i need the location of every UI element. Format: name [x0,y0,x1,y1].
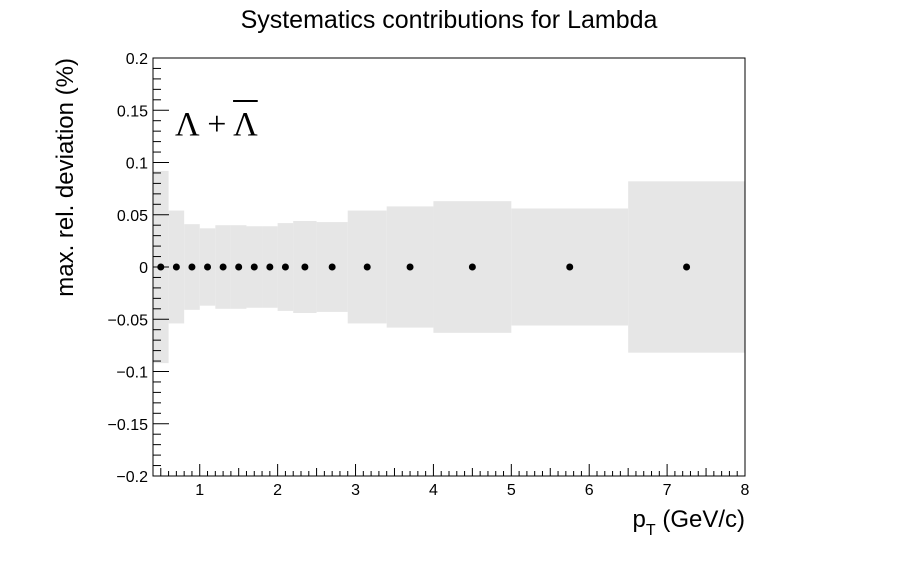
y-axis-ticks [153,57,169,477]
chart-title: Systematics contributions for Lambda [241,6,658,34]
data-point-13 [468,263,476,271]
data-point-5 [235,263,243,271]
x-tick-label: 5 [507,482,516,499]
x-axis-label-main: p [633,506,646,533]
x-axis-ticks [152,464,746,476]
x-tick-label: 7 [663,482,672,499]
x-tick-label: 2 [273,482,282,499]
x-tick-label: 3 [351,482,360,499]
x-axis-tick-labels: 1 2 3 4 5 6 7 8 [195,482,749,499]
y-tick-label: −0.05 [108,312,149,329]
data-point-10 [328,263,336,271]
x-tick-label: 4 [429,482,438,499]
x-tick-label: 6 [585,482,594,499]
data-point-9 [301,263,309,271]
x-tick-label: 1 [195,482,204,499]
data-point-14 [566,263,574,271]
y-tick-label: 0.1 [126,156,148,173]
x-axis-label: pT (GeV/c) [633,506,745,539]
y-tick-label: −0.1 [116,365,148,382]
y-axis-tick-labels: −0.2 −0.15 −0.1 −0.05 0 0.05 0.1 0.15 0.2 [108,51,149,486]
y-tick-label: −0.15 [108,417,149,434]
y-tick-label: −0.2 [116,469,148,486]
x-tick-label: 8 [741,482,750,499]
data-point-7 [266,263,274,271]
data-point-3 [204,263,212,271]
y-tick-label: 0.05 [117,208,148,225]
data-point-6 [250,263,258,271]
data-point-15 [683,263,691,271]
data-point-11 [363,263,371,271]
data-point-4 [219,263,227,271]
data-point-8 [281,263,289,271]
data-point-1 [172,263,180,271]
data-point-12 [406,263,414,271]
x-axis-label-units: (GeV/c) [656,506,745,533]
y-tick-label: 0.2 [126,51,148,68]
particle-annotation: Λ + Λ [175,106,258,143]
y-tick-label: 0 [139,260,148,277]
x-axis-label-subscript: T [646,522,656,539]
y-tick-label: 0.15 [117,103,148,120]
data-point-2 [188,263,196,271]
y-axis-label: max. rel. deviation (%) [52,58,79,297]
